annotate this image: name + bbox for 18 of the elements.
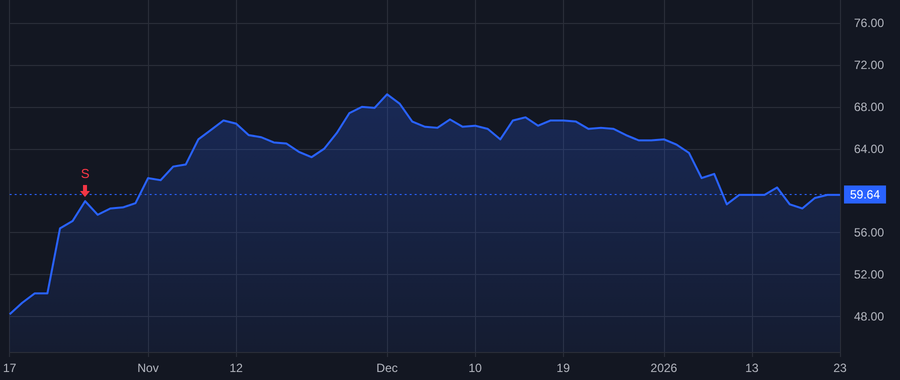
y-tick-label: 68.00 bbox=[854, 100, 884, 114]
x-tick-label: 2026 bbox=[650, 361, 678, 375]
y-tick-label: 52.00 bbox=[854, 267, 884, 282]
y-tick-label: 64.00 bbox=[854, 142, 884, 156]
y-tick-label: 48.00 bbox=[854, 309, 884, 324]
x-tick-label: 12 bbox=[229, 361, 244, 375]
x-tick-label: Nov bbox=[137, 361, 159, 375]
y-tick-label: 72.00 bbox=[854, 58, 884, 72]
x-tick-label: 13 bbox=[745, 361, 759, 375]
x-tick-label: 10 bbox=[468, 361, 482, 375]
y-tick-label: 76.00 bbox=[854, 16, 884, 30]
ref-line-label: 59.64 bbox=[850, 187, 880, 202]
x-tick-label: Dec bbox=[376, 361, 398, 375]
x-tick-label: 19 bbox=[556, 361, 570, 375]
annotation: S bbox=[80, 166, 90, 182]
x-tick-label: 17 bbox=[2, 361, 17, 375]
x-tick-label: 23 bbox=[833, 361, 847, 375]
y-tick-label: 56.00 bbox=[854, 226, 884, 240]
